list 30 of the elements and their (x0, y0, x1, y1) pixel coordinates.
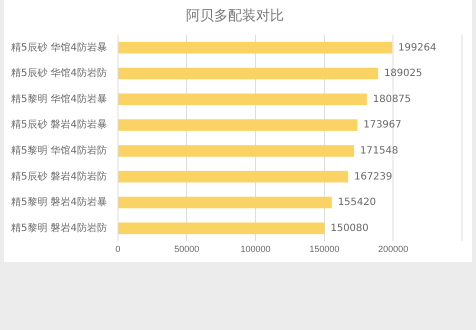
x-tick-label: 100000 (240, 244, 271, 254)
data-label: 155420 (338, 197, 376, 208)
y-tick-label: 精5辰砂 华馆4防岩暴 (10, 41, 107, 54)
bar (118, 170, 348, 183)
bar (118, 93, 367, 106)
y-tick-label: 精5黎明 磐岩4防岩暴 (10, 196, 107, 208)
data-label: 199264 (398, 42, 436, 54)
bar (118, 68, 378, 80)
data-label: 167239 (354, 171, 392, 182)
bar (118, 222, 324, 234)
y-tick-label: 精5辰砂 磐岩4防岩暴 (10, 118, 107, 131)
y-tick-label: 精5辰砂 华馆4防岩防 (10, 67, 107, 80)
bar (118, 196, 332, 208)
chart-title: 阿贝多配装对比 (186, 8, 284, 24)
bar (118, 119, 358, 131)
y-tick-label: 精5黎明 华馆4防岩防 (10, 144, 107, 156)
data-label: 189025 (384, 68, 422, 80)
x-tick-label: 150000 (309, 244, 340, 254)
x-tick-label: 200000 (378, 244, 408, 254)
y-tick-label: 精5黎明 华馆4防岩暴 (10, 92, 107, 105)
y-tick-label: 精5黎明 磐岩4防岩防 (10, 222, 107, 234)
data-label: 180875 (372, 94, 412, 105)
bar (118, 42, 392, 54)
x-tick-label: 50000 (174, 244, 200, 254)
data-label: 171548 (360, 145, 398, 156)
data-label: 150080 (330, 222, 369, 234)
y-tick-label: 精5辰砂 磐岩4防岩防 (10, 170, 107, 182)
data-label: 173967 (363, 120, 402, 131)
x-tick-label: 0 (115, 244, 120, 254)
bar (118, 145, 354, 157)
